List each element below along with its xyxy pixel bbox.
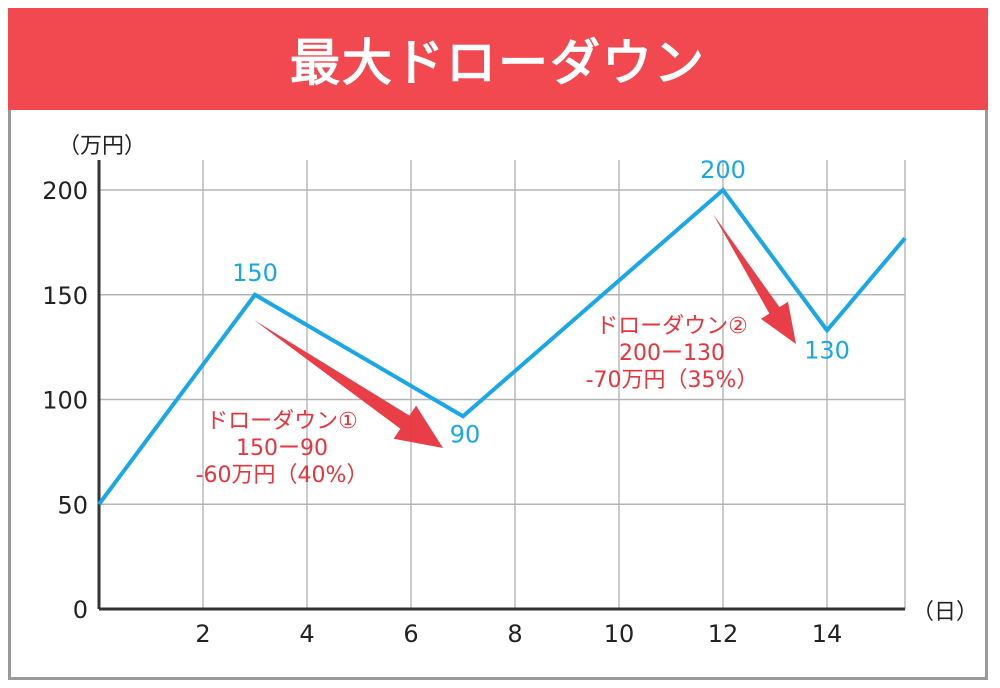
point-label: 150 [232,259,278,287]
title-banner: 最大ドローダウン [8,8,988,110]
point-label: 90 [450,420,481,448]
annotation-line: -70万円（35%） [586,368,759,393]
chart-frame [8,8,988,680]
annotation-line: ドローダウン② [596,314,748,339]
chart-title: 最大ドローダウン [290,34,706,92]
x-tick-label: 4 [299,620,314,648]
annotation-line: -60万円（40%） [196,463,369,488]
annotation-line: ドローダウン① [206,409,358,434]
drawdown-arrow-1 [254,320,443,448]
annotation-line: 150ー90 [236,436,328,461]
y-tick-label: 200 [42,177,88,205]
x-tick-label: 12 [708,620,739,648]
annotation-line: 200ー130 [619,341,725,366]
y-tick-label: 100 [42,387,88,415]
x-tick-label: 8 [507,620,522,648]
x-tick-label: 10 [604,620,635,648]
x-tick-label: 6 [403,620,418,648]
x-tick-label: 14 [812,620,843,648]
point-label: 130 [804,336,850,364]
y-tick-label: 50 [57,491,88,519]
y-tick-label: 150 [42,282,88,310]
equity-line [97,187,907,506]
y-axis-unit: （万円） [58,134,146,159]
x-axis-unit: （日） [912,600,978,625]
point-label: 200 [700,156,746,184]
x-tick-label: 2 [195,620,210,648]
drawdown-arrow-2 [713,214,796,344]
y-tick-label: 0 [73,596,88,624]
